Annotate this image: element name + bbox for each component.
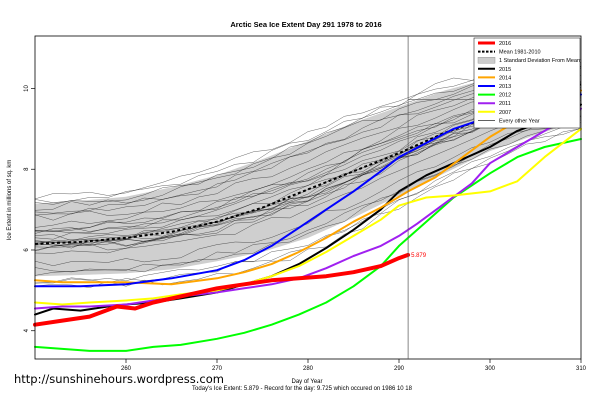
current-value-label: 5.879 [411, 253, 427, 259]
x-axis: 260 270 280 290 300 310 [121, 359, 587, 372]
y-tick-label: 8 [24, 167, 30, 171]
legend-swatch [477, 57, 496, 64]
y-tick-label: 4 [24, 328, 30, 332]
other-year-line [34, 116, 582, 273]
legend-label: Every other Year [499, 118, 540, 124]
legend-label: 2013 [499, 84, 511, 90]
other-year-line [34, 115, 582, 276]
y-tick-label: 6 [24, 248, 30, 252]
legend: 2016 Mean 1981-2010 1 Standard Deviation F… [473, 37, 581, 129]
site-url: http://sunshinehours.wordpress.com [14, 372, 224, 386]
legend-label: 2007 [499, 110, 511, 116]
x-tick-label: 310 [576, 366, 587, 372]
other-year-line [34, 109, 582, 266]
chart-title: Arctic Sea Ice Extent Day 291 1978 to 20… [230, 20, 381, 29]
x-tick-label: 290 [394, 366, 405, 372]
x-tick-label: 270 [212, 366, 223, 372]
x-tick-label: 300 [485, 366, 496, 372]
footer-note: Today's Ice Extent: 5.879 - Record for t… [192, 386, 413, 392]
legend-label: 2011 [499, 101, 511, 107]
legend-box [473, 37, 581, 129]
std-dev-band [35, 62, 581, 277]
series-line-2016 [33, 252, 411, 327]
y-axis: 4 6 8 10 [24, 84, 35, 332]
y-axis-label: Ice Extent in millions of sq. km [7, 160, 13, 241]
y-tick-label: 10 [24, 84, 30, 91]
legend-label: 2012 [499, 93, 511, 99]
other-year-line [34, 122, 582, 284]
legend-label: 2015 [499, 67, 511, 73]
legend-label: 2014 [499, 75, 511, 81]
series-line-2007 [34, 127, 582, 306]
series-line-2011 [34, 107, 582, 310]
legend-label: 1 Standard Deviation From Mean [499, 58, 580, 64]
series-line-2014 [34, 89, 582, 286]
legend-label: 2016 [499, 41, 511, 47]
x-axis-label: Day of Year [291, 379, 322, 385]
legend-label: Mean 1981-2010 [499, 50, 541, 56]
x-tick-label: 260 [121, 366, 132, 372]
x-tick-label: 280 [303, 366, 314, 372]
series-line-2012 [34, 138, 582, 352]
